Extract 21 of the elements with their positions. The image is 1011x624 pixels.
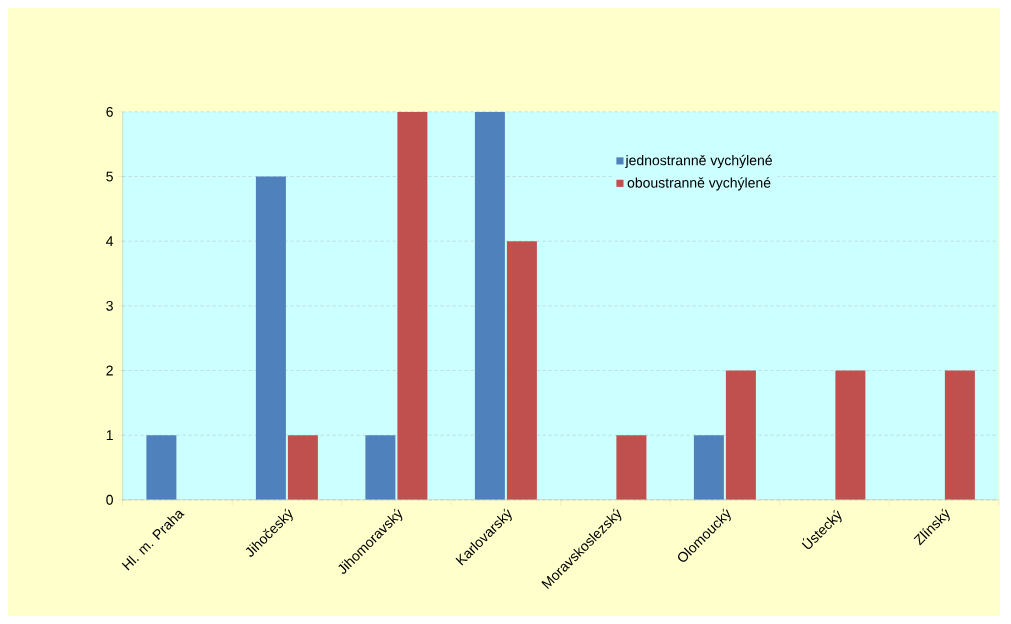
y-tick-label: 4 bbox=[106, 236, 114, 246]
bar bbox=[944, 370, 975, 500]
bar bbox=[365, 435, 396, 500]
y-tick-label: 6 bbox=[106, 106, 113, 117]
y-tick-label: 5 bbox=[106, 171, 113, 182]
bar bbox=[506, 241, 537, 500]
bar bbox=[725, 370, 756, 500]
y-tick-label: 1 bbox=[106, 430, 113, 440]
y-tick-label: 3 bbox=[106, 300, 113, 311]
bar bbox=[397, 111, 428, 500]
y-tick-label: 2 bbox=[106, 365, 113, 376]
legend-label: jednostranně vychýlené bbox=[625, 154, 772, 169]
bar bbox=[255, 176, 286, 500]
bar bbox=[693, 435, 724, 500]
bar bbox=[835, 370, 866, 500]
bar bbox=[146, 435, 177, 500]
bar bbox=[616, 435, 647, 500]
bar bbox=[287, 435, 318, 500]
legend-label: oboustranně vychýlené bbox=[627, 177, 771, 191]
y-tick-label: 0 bbox=[106, 494, 113, 505]
bar bbox=[474, 111, 505, 500]
